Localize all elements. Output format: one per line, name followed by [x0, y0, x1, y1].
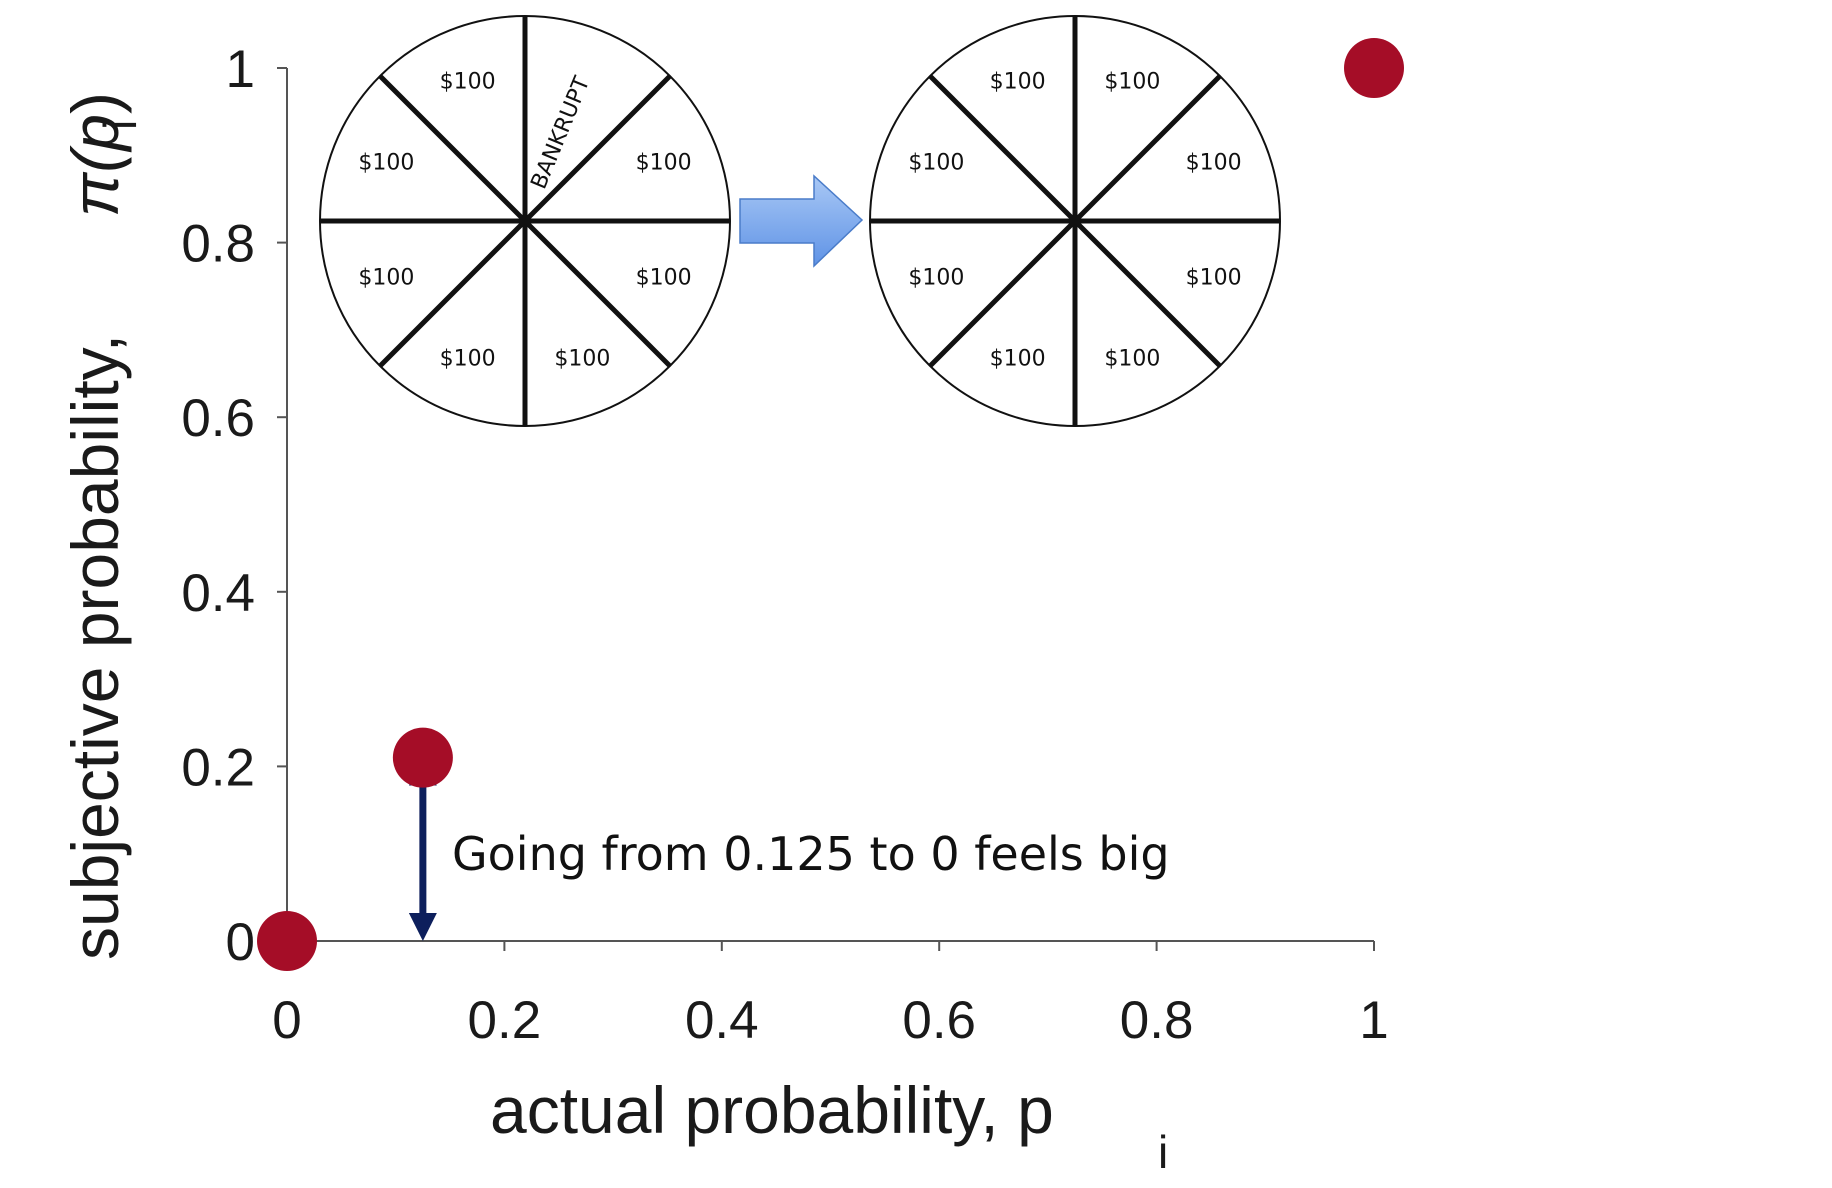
x-tick-label: 0.6 [902, 991, 976, 1050]
wheel-segment-label: $100 [908, 151, 964, 176]
x-ticks: 0 0.2 0.4 0.6 0.8 1 [272, 941, 1389, 1050]
x-tick-label: 0.4 [685, 991, 759, 1050]
y-tick-label: 1 [226, 40, 255, 99]
y-axis-label-close: ) [58, 92, 132, 114]
x-tick-label: 0.2 [468, 991, 542, 1050]
y-tick-label: 0.4 [181, 564, 255, 623]
data-points [257, 38, 1404, 971]
wheel-segment-label: $100 [636, 265, 692, 290]
x-axis-label: actual probability, p [490, 1073, 1054, 1147]
wheel-segment-label: $100 [990, 69, 1046, 94]
data-point [257, 911, 317, 971]
wheel-segment-label: $100 [1186, 265, 1242, 290]
y-axis-label-main: subjective probability, [58, 334, 132, 960]
transition-arrow [739, 174, 864, 268]
y-axis-label: subjective probability, π(p i ) [58, 92, 146, 960]
annotation-text: Going from 0.125 to 0 feels big [452, 827, 1170, 881]
y-tick-label: 0 [226, 913, 255, 972]
svg-text:subjective probability,: subjective probability, [58, 334, 132, 960]
wheel-segment-label: $100 [358, 151, 414, 176]
wheel-segment-label: $100 [358, 265, 414, 290]
wheel-segment-label: $100 [1104, 69, 1160, 94]
x-axis-label-subscript: i [1158, 1126, 1168, 1178]
x-axis-label-main: actual probability, p [490, 1073, 1054, 1147]
svg-text:π(p: π(p [58, 114, 132, 217]
x-tick-label: 1 [1359, 991, 1388, 1050]
wheels-group: $100 BANKRUPT $100$100$100$100$100$100$100… [319, 15, 1281, 427]
wheel-segment-label: $100 [554, 347, 610, 372]
data-point [392, 727, 453, 788]
wheel-segment-label: $100 [908, 265, 964, 290]
wheel-1: $100 BANKRUPT $100$100$100$100$100$100 [319, 15, 731, 427]
wheel-divider [378, 74, 672, 368]
y-axis-label-subscript: i [94, 120, 146, 130]
wheel-segment-label: $100 [1104, 347, 1160, 372]
y-axis-label-symbol: π(p [58, 114, 132, 217]
x-tick-label: 0 [272, 991, 301, 1050]
x-tick-label: 0.8 [1120, 991, 1194, 1050]
wheel-segment-label: $100 [440, 347, 496, 372]
y-tick-label: 0.8 [181, 215, 255, 274]
wheel-segment-label: $100 [440, 69, 496, 94]
y-tick-label: 0.6 [181, 389, 255, 448]
wheel-segment-label: $100 [636, 151, 692, 176]
wheel-2: $100 $100 $100 $100 $100 $100 $100 $100 [869, 15, 1281, 427]
wheel-segment-label: $100 [990, 347, 1046, 372]
wheel-segment-label: $100 [1186, 151, 1242, 176]
y-tick-label: 0.2 [181, 738, 255, 797]
data-point [1344, 38, 1404, 98]
y-ticks: 0 0.2 0.4 0.6 0.8 1 [181, 40, 287, 972]
wheel-divider [928, 74, 1222, 368]
